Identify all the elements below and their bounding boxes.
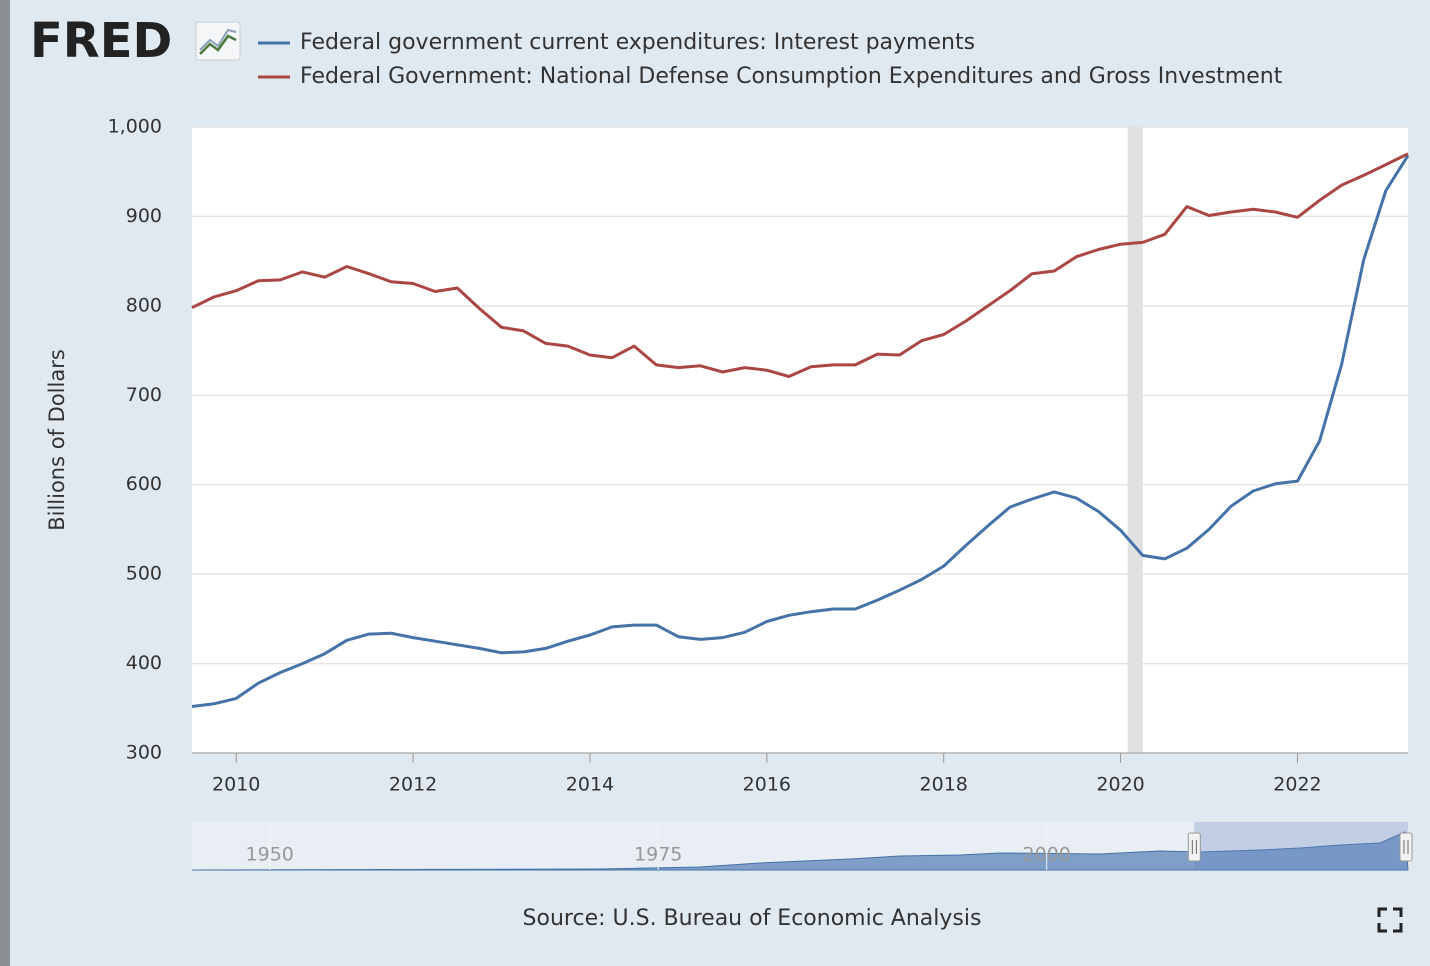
y-tick-label: 700 xyxy=(126,384,162,406)
logo: FRED xyxy=(30,13,172,69)
navigator-tick-label: 1975 xyxy=(634,844,682,866)
x-tick-label: 2014 xyxy=(566,774,614,796)
source: Source: U.S. Bureau of Economic Analysis xyxy=(523,906,982,931)
plot-area xyxy=(192,127,1408,753)
series-line xyxy=(191,154,1410,708)
x-tick-label: 2022 xyxy=(1273,774,1321,796)
navigator-handle[interactable] xyxy=(1187,832,1201,862)
x-tick-label: 2020 xyxy=(1096,774,1144,796)
y-tick-label: 600 xyxy=(126,473,162,495)
y-tick-label: 800 xyxy=(126,294,162,316)
navigator-tick-label: 2000 xyxy=(1023,844,1071,866)
x-tick-label: 2012 xyxy=(389,774,437,796)
y-tick-label: 400 xyxy=(126,652,162,674)
x-tick-label: 2010 xyxy=(212,774,260,796)
legend-label: Federal Government: National Defense Con… xyxy=(300,64,1283,89)
left-border xyxy=(0,0,10,966)
y-tick-label: 300 xyxy=(126,742,162,764)
x-tick-label: 2018 xyxy=(920,774,968,796)
x-tick-label: 2016 xyxy=(743,774,791,796)
y-tick-label: 500 xyxy=(126,563,162,585)
legend-label: Federal government current expenditures:… xyxy=(300,30,975,55)
navigator xyxy=(191,822,1409,871)
fullscreen-icon[interactable] xyxy=(1377,907,1403,933)
y-axis-label: Billions of Dollars xyxy=(45,349,69,531)
navigator-selection xyxy=(1194,822,1408,870)
y-tick-label: 1,000 xyxy=(108,116,162,138)
navigator-tick-label: 1950 xyxy=(246,844,294,866)
y-tick-label: 900 xyxy=(126,205,162,227)
logo-icon xyxy=(195,21,241,61)
navigator-handle[interactable] xyxy=(1399,832,1413,862)
recession-band xyxy=(1127,127,1143,753)
navigator-area xyxy=(191,831,1409,871)
series-line xyxy=(191,152,1409,378)
